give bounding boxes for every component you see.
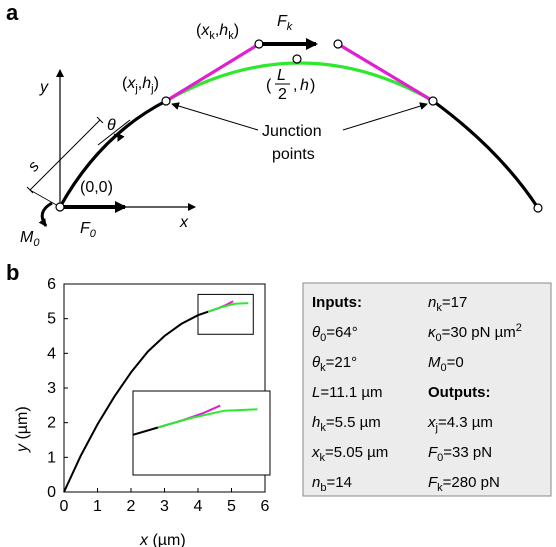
svg-text:,: , bbox=[293, 77, 297, 94]
junction-label-line1: Junction bbox=[262, 123, 322, 140]
panel-a-letter: a bbox=[6, 0, 19, 25]
filament-green-arc bbox=[165, 61, 434, 103]
x-tick-label: 6 bbox=[261, 498, 270, 515]
theta-label: θ bbox=[107, 117, 116, 134]
f0-label: F0 bbox=[80, 220, 97, 240]
panel-b-letter: b bbox=[6, 260, 19, 285]
parameters-table: Inputs: θ0=64° θk=21° L=11.1 µm hk=5.5 µm xk=… bbox=[311, 294, 522, 494]
inset-frame bbox=[132, 390, 271, 476]
x-axis-label: x bbox=[179, 214, 189, 231]
output-param: F0=33 pN bbox=[428, 444, 492, 464]
junction-label-line2: points bbox=[272, 146, 315, 163]
x-tick-label: 2 bbox=[127, 498, 136, 515]
svg-text:2: 2 bbox=[278, 86, 287, 103]
s-label: s bbox=[25, 158, 43, 175]
input-param: θ0=64° bbox=[312, 324, 358, 344]
junction-point-left bbox=[161, 96, 171, 106]
fk-label: Fk bbox=[277, 13, 293, 33]
y-axis-label: y bbox=[39, 79, 49, 96]
series-line-0 bbox=[63, 310, 209, 493]
input-param: xk=5.05 µm bbox=[311, 444, 388, 464]
midpoint-L2-h bbox=[292, 54, 302, 64]
zoom-region-box bbox=[197, 293, 254, 335]
svg-text:h: h bbox=[300, 77, 309, 94]
x-tick-label: 3 bbox=[160, 498, 169, 515]
input-param: hk=5.5 µm bbox=[312, 414, 381, 434]
input-param: M0=0 bbox=[428, 354, 464, 374]
output-param: Fk=280 pN bbox=[428, 474, 500, 494]
m0-arrow bbox=[38, 201, 53, 227]
filament-left-segment bbox=[58, 99, 167, 208]
m0-label: M0 bbox=[20, 229, 40, 249]
chart-x-label: x (µm) bbox=[139, 532, 186, 547]
y-tick-label: 3 bbox=[47, 380, 56, 397]
point-right-tip bbox=[333, 39, 343, 49]
inset-series-line-0 bbox=[132, 426, 159, 436]
junction-point-right bbox=[428, 96, 438, 106]
junction-arrow-right bbox=[342, 102, 428, 131]
inset-series-line-2 bbox=[157, 408, 258, 429]
svg-text:L: L bbox=[277, 67, 286, 84]
input-param: κ0=30 pN µm2 bbox=[428, 322, 522, 344]
x-tick-label: 1 bbox=[93, 498, 102, 515]
series-line-2 bbox=[207, 302, 249, 313]
svg-text:): ) bbox=[310, 77, 315, 94]
magenta-segment-right bbox=[337, 42, 434, 103]
end-point bbox=[533, 203, 543, 213]
junction-arrow-left bbox=[171, 102, 259, 131]
x-tick-label: 4 bbox=[194, 498, 203, 515]
y-tick-label: 0 bbox=[47, 484, 56, 501]
xy-chart: 0 1 2 3 4 5 6 0 1 2 3 4 5 6 bbox=[47, 276, 271, 515]
y-tick-label: 4 bbox=[47, 345, 56, 362]
input-param: θk=21° bbox=[312, 354, 357, 374]
y-tick-label: 6 bbox=[47, 276, 56, 293]
y-tick-label: 1 bbox=[47, 449, 56, 466]
x-tick-label: 5 bbox=[227, 498, 236, 515]
magenta-segment-left bbox=[165, 42, 260, 103]
input-param: nk=17 bbox=[428, 294, 467, 314]
point-xk-hk bbox=[254, 39, 264, 49]
x-tick-label: 0 bbox=[60, 498, 69, 515]
xk-hk-label: (xk,hk) bbox=[196, 22, 239, 42]
l-half-h-label: ( L 2 , h ) bbox=[266, 67, 315, 103]
outputs-title: Outputs: bbox=[428, 384, 490, 401]
origin-point bbox=[55, 202, 65, 212]
chart-y-label: y (µm) bbox=[14, 406, 31, 453]
inputs-title: Inputs: bbox=[312, 294, 362, 311]
input-param: L=11.1 µm bbox=[312, 384, 383, 401]
xj-hj-label: (xj,hj) bbox=[122, 75, 159, 95]
origin-label: (0,0) bbox=[80, 179, 113, 196]
input-param: nb=14 bbox=[312, 474, 352, 494]
y-tick-label: 5 bbox=[47, 311, 56, 328]
output-param: xj=4.3 µm bbox=[427, 414, 493, 434]
filament-right-segment bbox=[432, 99, 540, 209]
y-tick-label: 2 bbox=[47, 415, 56, 432]
svg-text:(: ( bbox=[266, 77, 272, 94]
parameters-box bbox=[302, 282, 552, 497]
